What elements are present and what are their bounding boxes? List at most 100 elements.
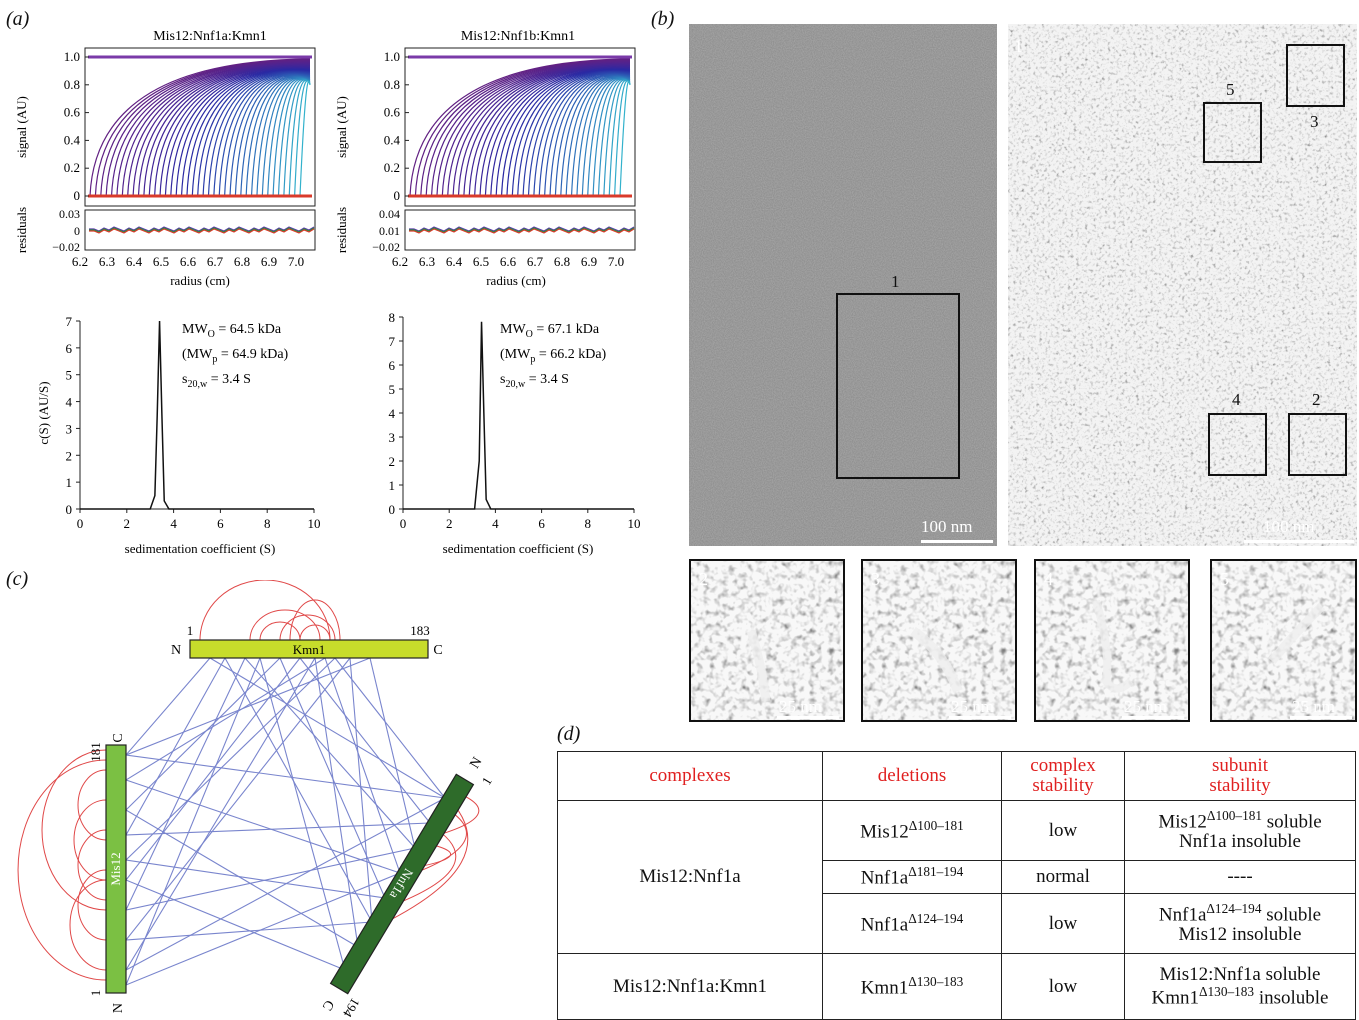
hdr-deletions: deletions: [822, 751, 1002, 801]
cs-xtick-label: 8: [264, 516, 271, 531]
mis12-end: 181: [88, 742, 103, 762]
cs-ytick-label: 0: [66, 502, 73, 517]
kmn1-bar: [189, 639, 429, 659]
em-overview-scale-text: 100 nm: [921, 517, 973, 536]
xtick-label: 6.7: [207, 254, 224, 269]
cs-right-xlabel: sedimentation coefficient (S): [443, 541, 594, 556]
auc-right-resticks: 0.04 0.01 −0.02: [372, 207, 400, 254]
em-particle-box-4: [1208, 413, 1267, 476]
cs-ytick-label: 6: [389, 358, 396, 373]
mis12-name: Mis12: [108, 852, 123, 885]
cs-left-axes: 0 1 2 3 4 5 6 7 0 2 4 6 8 10: [66, 314, 321, 531]
auc-right-ylabel: signal (AU): [334, 96, 349, 158]
ytick-label: 0.4: [64, 132, 81, 147]
cs-ytick-label: 1: [389, 478, 396, 493]
em-particle-box-5: [1203, 102, 1262, 163]
mis12-bar: [105, 744, 127, 994]
cs-ytick-label: 1: [66, 475, 73, 490]
auc-right-residuals: [409, 226, 635, 234]
auc-right-yticks: 1.0 0.8 0.6 0.4 0.2 0: [384, 49, 409, 203]
table-row: Mis12:Nnf1a Mis12Δ100–181 low Mis12Δ100–…: [557, 800, 1356, 954]
auc-left-xlabel: radius (cm): [170, 273, 230, 288]
panel-a-figure: Mis12:Nnf1a:Kmn1 signal (AU) 1.0 0.8 0.6 0.…: [14, 29, 641, 556]
hdr-subunit-stability: subunit stability: [1124, 751, 1356, 801]
crop-5-scale-bar: [1290, 716, 1352, 719]
ytick-label: 0.2: [384, 160, 400, 175]
cs-right-mwp: (MWp = 66.2 kDa): [500, 347, 607, 365]
cs-ytick-label: 4: [66, 395, 73, 410]
cs-ytick-label: 7: [66, 314, 73, 329]
em-particle-box-2-label: 2: [1312, 390, 1321, 409]
table-row: Mis12:Nnf1a:Kmn1 Kmn1Δ130–183 low Mis12:…: [557, 953, 1356, 1020]
xtick-label: 6.2: [392, 254, 408, 269]
xtick-label: 6.5: [473, 254, 489, 269]
xtick-label: 6.2: [72, 254, 88, 269]
subunit-stability-cell: Mis12Δ100–181 soluble Nnf1a insoluble: [1124, 800, 1356, 861]
residual-tick-label: −0.02: [372, 240, 400, 254]
cs-ytick-label: 2: [66, 448, 73, 463]
crop-4-number: 4: [1044, 569, 1053, 589]
residual-tick-label: 0: [74, 224, 80, 238]
deletion-cell: Nnf1aΔ124–194: [822, 893, 1002, 954]
ytick-label: 0: [74, 188, 81, 203]
deletion-cell: Mis12Δ100–181: [822, 800, 1002, 861]
deletion-table: complexes deletions complex stability sub…: [557, 751, 1356, 1020]
ytick-label: 0.2: [64, 160, 80, 175]
kmn1-n-term: N: [171, 643, 181, 658]
auc-left-title: Mis12:Nnf1a:Kmn1: [153, 29, 267, 44]
panel-label-a: (a): [6, 8, 30, 30]
ytick-label: 1.0: [64, 49, 80, 64]
cs-ytick-label: 2: [389, 454, 396, 469]
cs-ytick-label: 3: [66, 421, 73, 436]
cs-xtick-label: 2: [446, 516, 453, 531]
xtick-label: 6.5: [153, 254, 169, 269]
auc-right-scans: [408, 55, 632, 198]
complex-stability-cell: normal: [1001, 860, 1125, 894]
subunit-stability-cell: ----: [1124, 860, 1356, 894]
cs-ytick-label: 6: [66, 341, 73, 356]
crosslinks-intra: [17, 580, 480, 981]
xtick-label: 7.0: [608, 254, 624, 269]
em-zoom-scale-bar: [1244, 540, 1354, 543]
auc-right-title: Mis12:Nnf1b:Kmn1: [461, 29, 575, 44]
complex-stability-cell: low: [1001, 893, 1125, 954]
crop-2-scale-bar: [777, 716, 839, 719]
em-particle-box-3: [1286, 44, 1345, 107]
cs-ytick-label: 5: [389, 382, 396, 397]
em-particle-box-5-label: 5: [1226, 80, 1235, 99]
ytick-label: 0: [394, 188, 401, 203]
mis12-n-term: N: [111, 1003, 126, 1013]
em-particle-crop-3: 3 25 nm: [861, 559, 1017, 722]
cs-left-xlabel: sedimentation coefficient (S): [125, 541, 276, 556]
auc-right-xlabel: radius (cm): [486, 273, 546, 288]
crop-4-scale-text: 25 nm: [1124, 697, 1167, 716]
cs-xtick-label: 6: [538, 516, 545, 531]
auc-left-reslabel: residuals: [14, 207, 29, 253]
cs-xtick-label: 8: [585, 516, 592, 531]
xtick-label: 6.6: [180, 254, 197, 269]
crosslinks-inter: [125, 657, 446, 986]
subunit-stability-cell: Nnf1aΔ124–194 soluble Mis12 insoluble: [1124, 893, 1356, 954]
em-overview-image: 1 100 nm: [689, 24, 997, 546]
xtick-label: 7.0: [288, 254, 304, 269]
crop-3-scale-bar: [949, 716, 1011, 719]
cs-xtick-label: 2: [124, 516, 131, 531]
nnf1a-n-term: N: [467, 755, 485, 771]
em-particle-crop-5: 5 25 nm: [1210, 559, 1357, 722]
residual-tick-label: −0.02: [52, 240, 80, 254]
kmn1-start: 1: [187, 623, 194, 638]
kmn1-end: 183: [410, 623, 430, 638]
kmn1-c-term: C: [433, 643, 442, 658]
cs-xtick-label: 6: [217, 516, 224, 531]
crop-2-scale-text: 25 nm: [779, 697, 822, 716]
nnf1a-bar: [329, 773, 475, 995]
xtick-label: 6.9: [261, 254, 277, 269]
em-zoom-number: 1: [1014, 36, 1023, 56]
em-zoom-box-1: [836, 293, 960, 479]
cs-xtick-label: 4: [492, 516, 499, 531]
crop-3-scale-text: 25 nm: [951, 697, 994, 716]
em-zoom-scale-text: 100 nm: [1263, 517, 1315, 536]
ytick-label: 0.4: [384, 132, 401, 147]
em-particle-crop-4: 4 25 nm: [1034, 559, 1190, 722]
complex-mis12-nnf1a-kmn1: Mis12:Nnf1a:Kmn1: [557, 953, 823, 1020]
